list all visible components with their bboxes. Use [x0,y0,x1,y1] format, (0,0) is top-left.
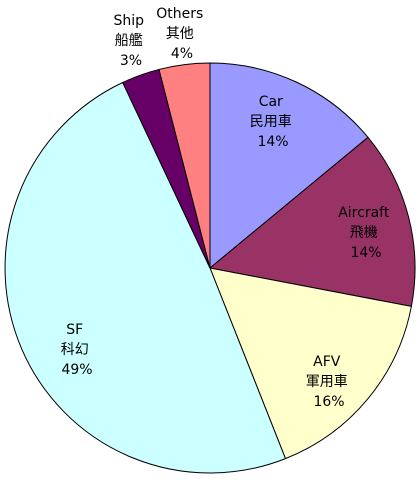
pie-slice-car [209,62,369,270]
pie-slice-afv [209,267,412,460]
slice-label-others: Others 其他 4% [156,6,208,62]
slice-label-car: Car 民用車 14% [250,94,296,150]
pie-slices [4,62,416,474]
pie-slice-others [158,62,211,269]
pie-slice-aircraft [208,136,416,307]
slice-label-ship: Ship 船艦 3% [114,13,149,69]
slice-label-aircraft: Aircraft 飛機 14% [338,205,394,261]
pie-labels: Car 民用車 14% Aircraft 飛機 14% AFV 軍用車 16% … [61,6,394,410]
slice-label-afv: AFV 軍用車 16% [306,354,352,410]
slice-label-sf: SF 科幻 49% [61,322,93,378]
pie-slice-sf [4,81,287,474]
